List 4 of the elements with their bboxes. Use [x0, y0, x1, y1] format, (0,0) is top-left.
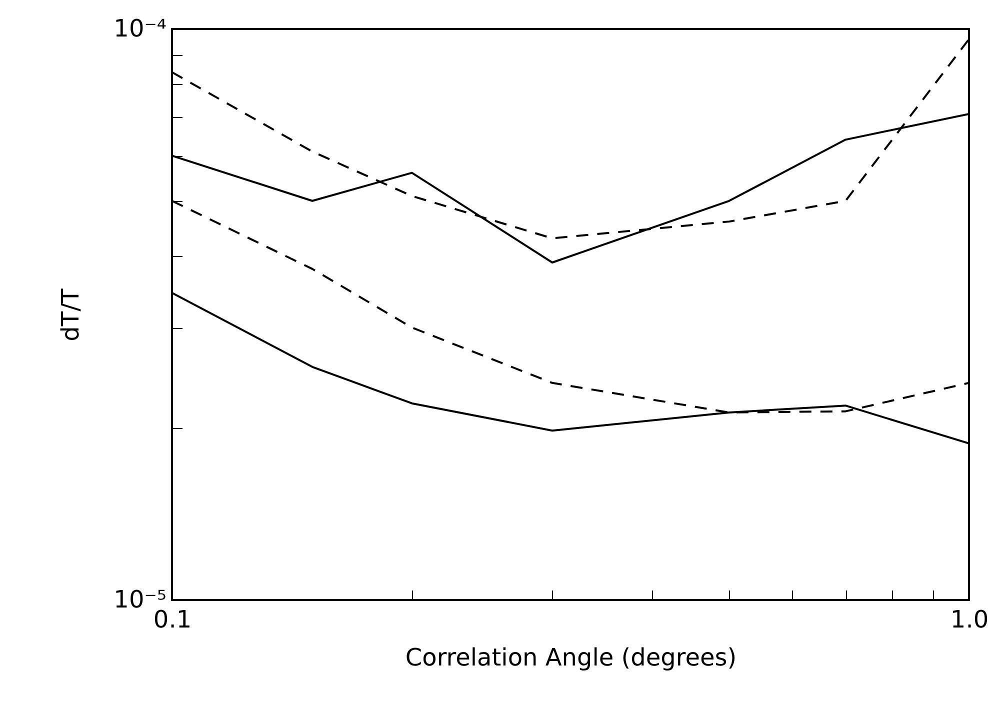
y-tick-label: 10⁻⁴	[114, 14, 166, 42]
x-tick-label: 1.0	[950, 606, 989, 634]
y-axis-title: dT/T	[56, 288, 85, 342]
x-axis-title: Correlation Angle (degrees)	[405, 644, 737, 672]
